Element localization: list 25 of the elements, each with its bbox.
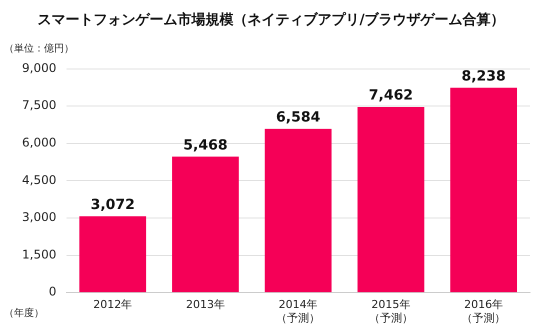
y-tick-label: 4,500 [22, 172, 56, 187]
x-tick-label: 2014年（予測） [276, 298, 320, 324]
y-tick-label: 9,000 [22, 60, 56, 75]
y-axis-title: （単位：億円） [4, 42, 74, 54]
bar [172, 156, 239, 292]
x-tick-label: 2013年 [186, 298, 225, 312]
data-label: 5,468 [183, 137, 228, 154]
bar [450, 88, 518, 292]
data-label: 6,584 [276, 110, 321, 126]
data-label: 7,462 [368, 88, 414, 104]
y-tick-label: 6,000 [22, 136, 56, 150]
x-tick-label: 2015年（予測） [368, 298, 413, 324]
x-tick-label: 2016年（予測） [462, 298, 506, 324]
bar [358, 107, 424, 292]
bar [79, 216, 146, 292]
y-tick-label: 3,000 [22, 210, 56, 224]
y-tick-label: 7,500 [22, 98, 56, 112]
data-label: 3,072 [90, 196, 135, 213]
y-tick-label: 1,500 [22, 247, 56, 262]
bar [264, 128, 332, 292]
x-tick-label: 2012年 [93, 298, 132, 312]
y-tick-label: 0 [48, 284, 56, 299]
x-axis-title: （年度） [4, 307, 44, 320]
data-label: 8,238 [461, 68, 506, 84]
chart-title: スマートフォンゲーム市場規模（ネイティブアプリ/ブラウザゲーム合算） [37, 11, 505, 28]
